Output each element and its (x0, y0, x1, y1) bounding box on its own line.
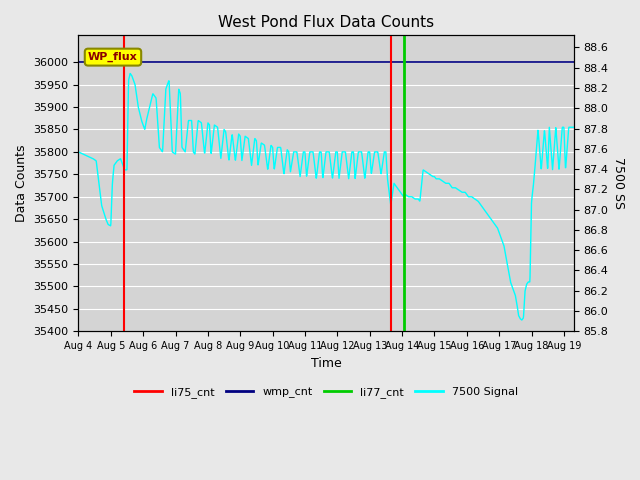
Y-axis label: 7500 SS: 7500 SS (612, 157, 625, 209)
Text: WP_flux: WP_flux (88, 52, 138, 62)
X-axis label: Time: Time (310, 357, 341, 370)
Legend: li75_cnt, wmp_cnt, li77_cnt, 7500 Signal: li75_cnt, wmp_cnt, li77_cnt, 7500 Signal (130, 383, 522, 403)
Y-axis label: Data Counts: Data Counts (15, 144, 28, 222)
Title: West Pond Flux Data Counts: West Pond Flux Data Counts (218, 15, 434, 30)
